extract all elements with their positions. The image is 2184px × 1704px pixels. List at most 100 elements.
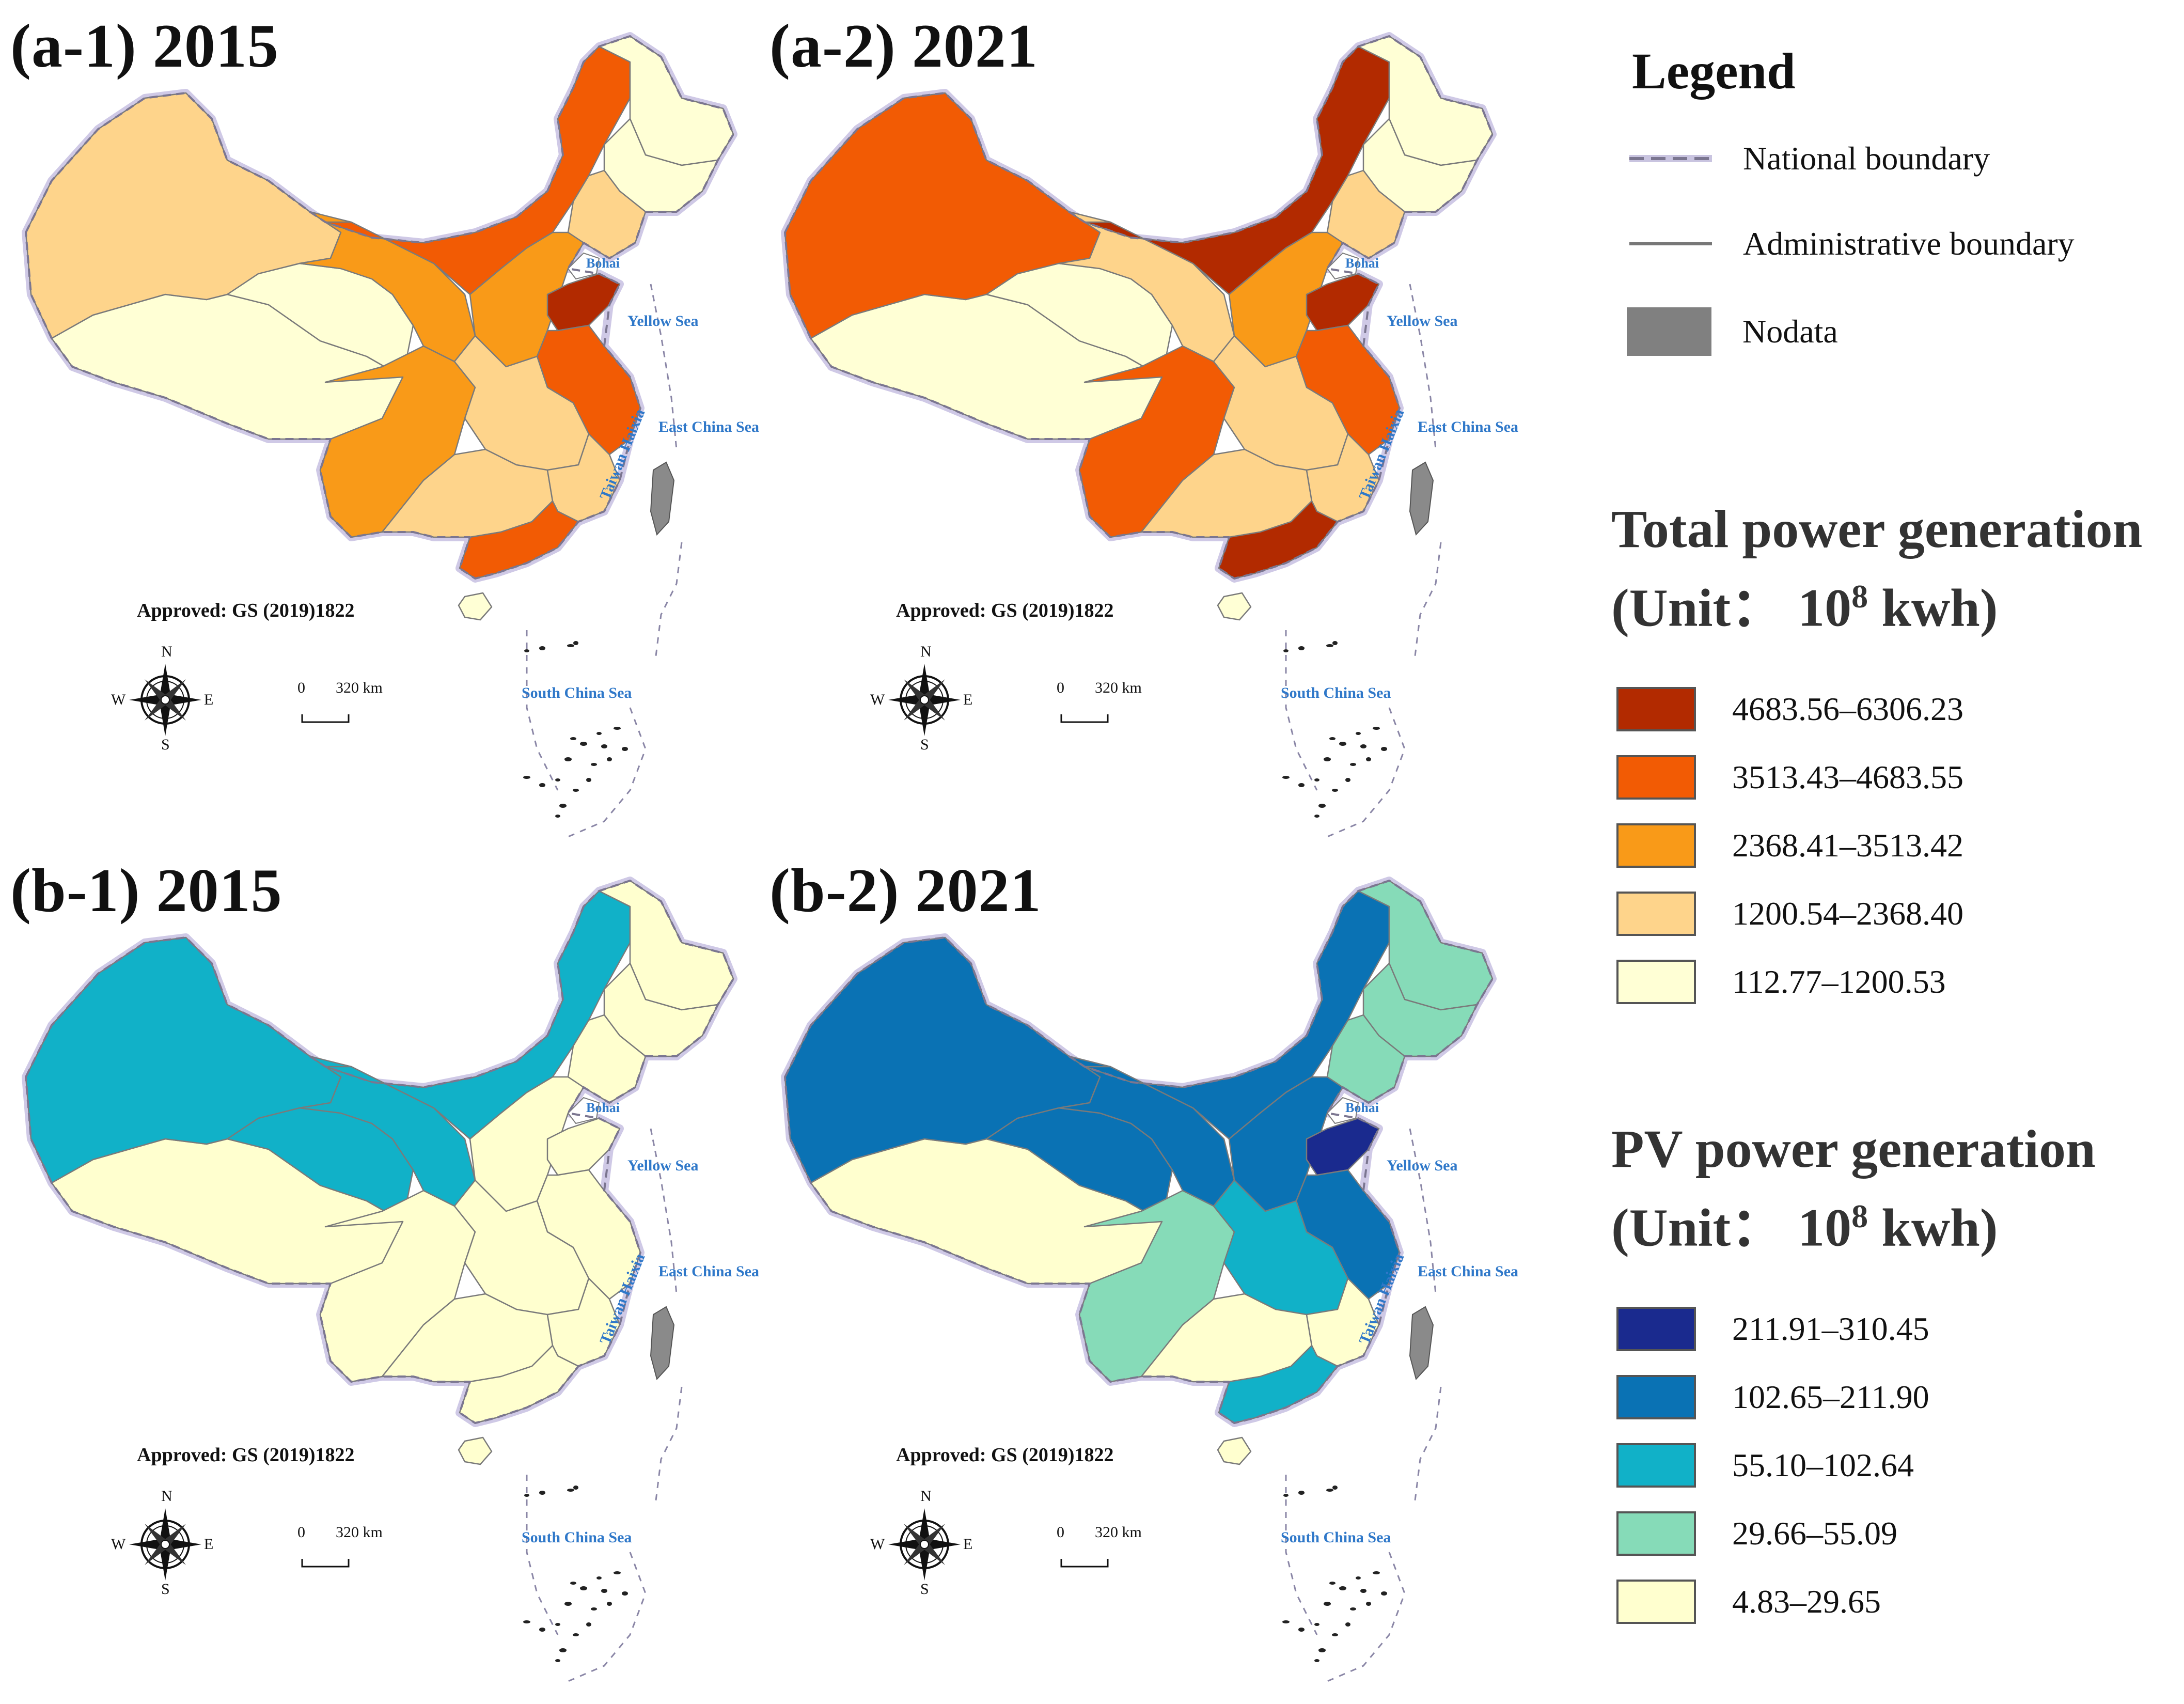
island-17 [559,1648,567,1652]
compass-rose-icon [888,664,961,736]
pv-class-3: 29.66–55.09 [1616,1511,1897,1556]
total-label-1: 3513.43–4683.55 [1732,759,1963,795]
total-label-4: 112.77–1200.53 [1732,963,1946,1000]
total-label-2: 2368.41–3513.42 [1732,827,1963,864]
pv-label-2: 55.10–102.64 [1732,1447,1914,1483]
island-2 [567,1489,574,1492]
island-15 [1345,1622,1350,1627]
scale-bar [301,714,350,723]
island-19 [1381,1591,1387,1596]
compass-s: S [920,1581,929,1598]
legend-title: Legend [1632,42,1796,100]
scale-value: 320 km [336,1524,383,1541]
island-1 [1298,646,1305,650]
scale-value: 320 km [1095,1524,1142,1541]
island-0 [524,649,529,652]
maritime-boundary [1409,284,1437,450]
island-4 [570,737,576,740]
pv-heading: PV power generation (Unit： 108 kwh) [1611,1116,2096,1262]
island-10 [591,763,597,766]
total-class-4: 112.77–1200.53 [1616,960,1946,1004]
pv-swatch-4 [1616,1580,1696,1624]
island-0 [1283,1494,1289,1497]
approval-number: Approved: GS (2019)1822 [137,1444,355,1466]
bohai-label: Bohai [1345,256,1379,271]
compass-w: W [111,1536,126,1553]
compass-s: S [920,736,929,753]
pv-swatch-2 [1616,1443,1696,1488]
island-2 [1326,1489,1333,1492]
island-10 [591,1607,597,1611]
yellow-sea-label: Yellow Sea [627,312,699,330]
island-9 [1366,1602,1371,1606]
total-swatch-4 [1616,960,1696,1004]
compass-rose-icon [129,1508,201,1581]
panel-title: (a-2) 2021 [769,11,1038,80]
island-12 [555,1623,560,1626]
island-13 [1298,783,1305,787]
pv-class-1: 102.65–211.90 [1616,1375,1929,1419]
south-sea-boundary [1285,542,1442,838]
pv-label-1: 102.65–211.90 [1732,1379,1929,1415]
south-sea-boundary [526,542,683,838]
total-unit-text: (Unit： 10 [1611,578,1852,638]
island-15 [586,778,591,782]
east-china-sea-label: East China Sea [1418,1263,1519,1280]
island-18 [1314,815,1319,818]
map-svg-b1 [22,877,737,1682]
island-13 [539,1628,545,1632]
pv-unit-sup: 8 [1851,1198,1868,1234]
scale-bar [1060,714,1109,723]
pv-label-3: 29.66–55.09 [1732,1515,1897,1552]
national-boundary [25,880,734,1424]
pv-unit-text: (Unit： 10 [1611,1198,1852,1258]
bohai-label: Bohai [1345,1100,1379,1115]
pv-heading-line1: PV power generation [1611,1119,2096,1179]
compass-s: S [161,1581,170,1598]
island-14 [523,1620,530,1623]
map-svg-b2 [781,877,1497,1682]
island-6 [1356,732,1361,735]
island-14 [1282,1620,1290,1623]
panel-title: (b-1) 2015 [10,856,282,925]
taiwan-nodata [650,1306,675,1381]
total-unit-tail: kwh) [1868,578,1998,638]
legend-admin-boundary: Administrative boundary [1627,225,2075,263]
island-6 [596,1576,602,1580]
south-sea-boundary [1285,1386,1442,1682]
island-19 [622,747,628,751]
compass-n: N [920,643,932,660]
pv-class-4: 4.83–29.65 [1616,1580,1881,1624]
total-class-3: 1200.54–2368.40 [1616,892,1963,936]
island-2 [1326,644,1333,647]
island-9 [607,757,612,761]
nodata-swatch [1627,307,1711,356]
legend-national-boundary-label: National boundary [1743,140,1990,177]
scale-zero: 0 [1057,1524,1064,1541]
south-china-sea-label: South China Sea [522,1529,632,1546]
island-10 [1350,1607,1356,1611]
national-boundary [784,35,1494,580]
taiwan-nodata [650,461,675,536]
island-6 [596,732,602,735]
island-17 [1318,804,1326,808]
island-5 [580,742,587,746]
east-china-sea-label: East China Sea [658,418,760,435]
total-label-3: 1200.54–2368.40 [1732,895,1963,932]
island-7 [601,1589,607,1593]
total-swatch-0 [1616,687,1696,731]
maritime-boundary [1409,1128,1437,1294]
island-6 [1356,1576,1361,1580]
island-3 [1332,1486,1338,1490]
island-8 [614,1571,621,1574]
island-3 [573,641,578,645]
island-4 [1329,737,1335,740]
island-14 [1282,776,1290,779]
region-hainan [458,592,493,621]
island-9 [1366,757,1371,761]
maritime-boundary [650,284,678,450]
island-17 [559,804,567,808]
total-class-2: 2368.41–3513.42 [1616,823,1963,868]
map-panel-b1: (b-1) 2015 Approved: GS (2019)1822 Bohai Ye… [10,855,775,1692]
island-5 [580,1586,587,1590]
